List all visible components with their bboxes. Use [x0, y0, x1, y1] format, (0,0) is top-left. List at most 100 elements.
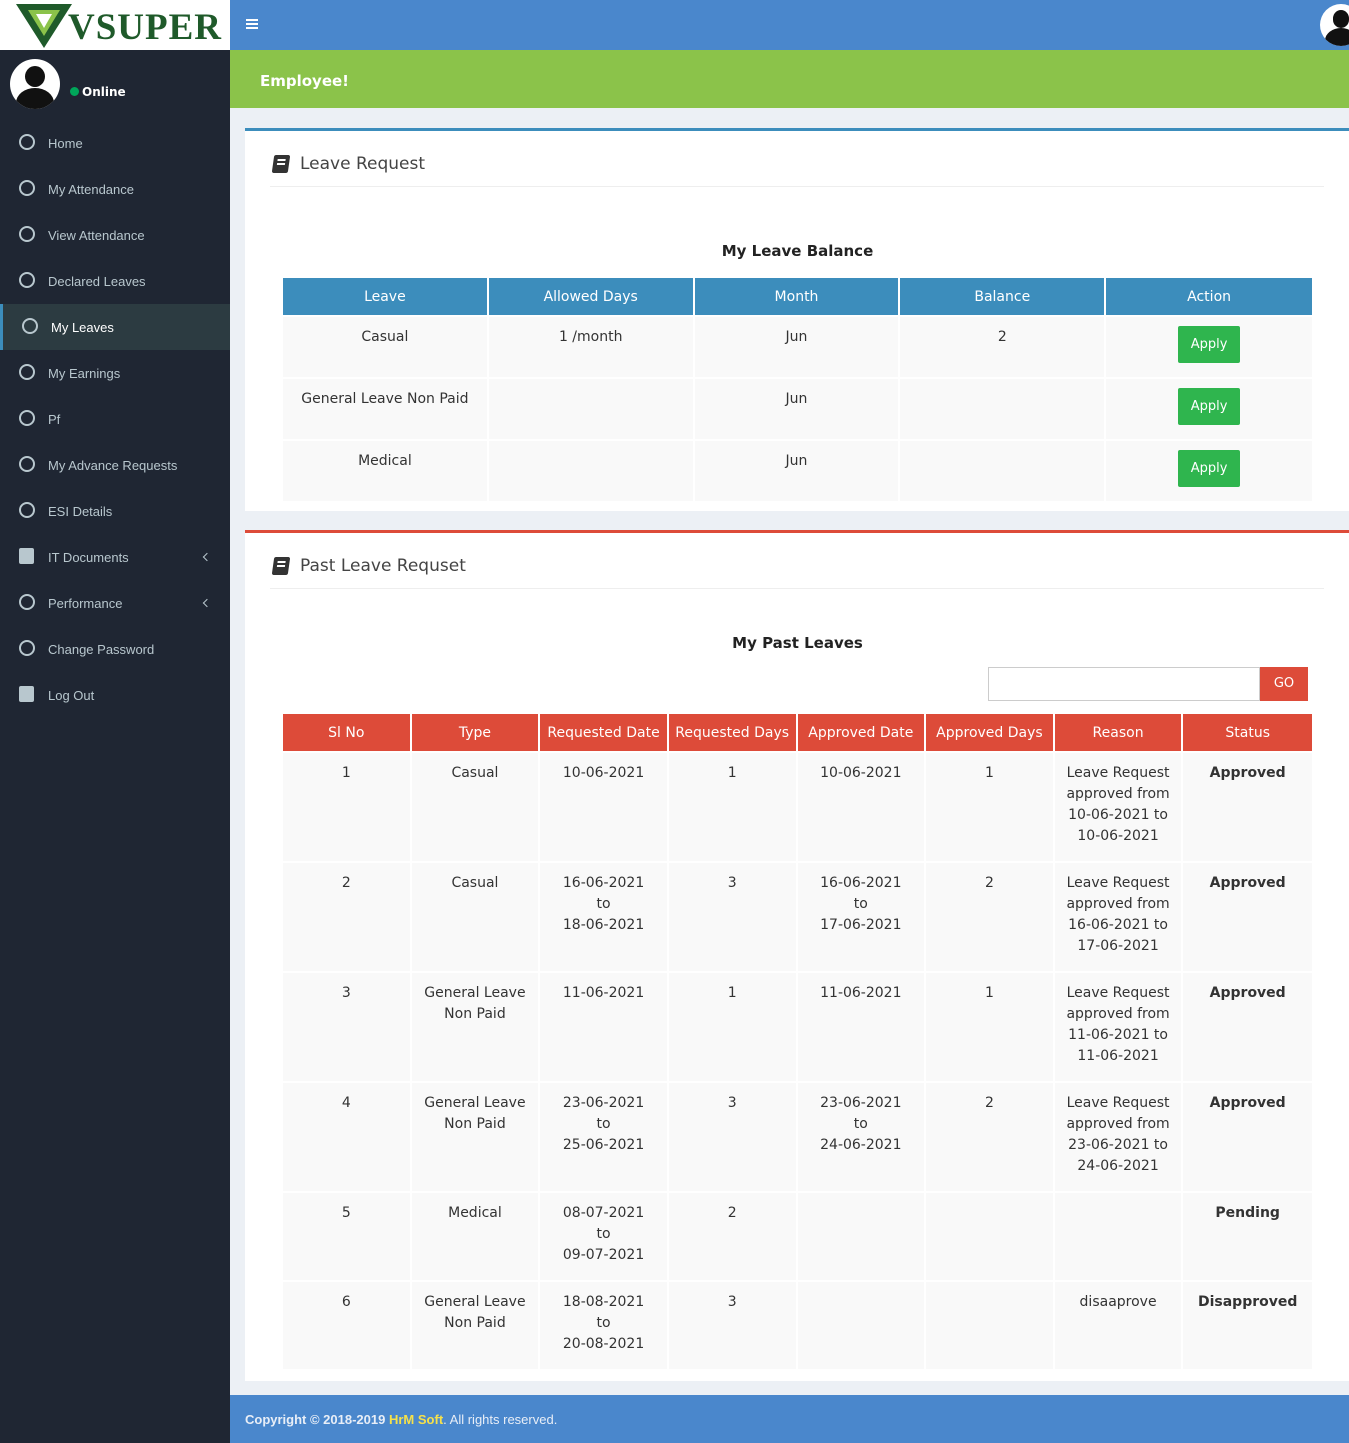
- table-cell: 1 /month: [488, 315, 695, 377]
- table-cell: 2: [900, 315, 1107, 377]
- table-cell: [900, 439, 1107, 501]
- table-cell: Leave Request approved from 11-06-2021 t…: [1054, 971, 1184, 1081]
- menu-label: Change Password: [48, 642, 155, 657]
- table-cell: [488, 439, 695, 501]
- table-cell: General Leave Non Paid: [411, 1280, 541, 1369]
- menu-label: My Earnings: [48, 366, 121, 381]
- table-cell: General Leave Non Paid: [283, 377, 489, 439]
- user-avatar[interactable]: [1320, 4, 1349, 46]
- cell-text: 5: [341, 1205, 351, 1221]
- table-row: General Leave Non Paid Jun Apply: [283, 377, 1312, 439]
- menu-icon: [19, 456, 35, 472]
- cell-text: 2: [727, 1205, 737, 1221]
- apply-button[interactable]: Apply: [1177, 450, 1241, 487]
- menu-toggle[interactable]: [246, 19, 258, 21]
- menu-item[interactable]: Declared Leaves: [0, 258, 230, 304]
- cell-text: Medical: [358, 453, 412, 469]
- menu-item[interactable]: Change Password: [0, 626, 230, 672]
- menu-label: Home: [48, 136, 83, 151]
- cell-text: Leave Request approved from 10-06-2021 t…: [1066, 765, 1170, 844]
- menu-item[interactable]: View Attendance: [0, 212, 230, 258]
- table-cell: 5: [283, 1191, 412, 1280]
- table-cell: Casual: [283, 315, 489, 377]
- menu-item[interactable]: My Earnings: [0, 350, 230, 396]
- menu-item[interactable]: My Leaves: [0, 304, 230, 350]
- table-cell: 3: [668, 861, 798, 971]
- cell-text: Casual: [451, 875, 499, 891]
- table-cell: 23-06-2021 to 25-06-2021: [540, 1081, 669, 1191]
- search-input[interactable]: [988, 667, 1260, 701]
- column-header: Status: [1183, 714, 1312, 751]
- table-row: 4 General Leave Non Paid 23-06-2021 to 25-…: [283, 1081, 1312, 1191]
- column-header: Reason: [1054, 714, 1184, 751]
- table-cell: [488, 377, 695, 439]
- cell-text: 1: [984, 985, 994, 1001]
- table-cell: Jun: [694, 315, 901, 377]
- cell-text: 23-06-2021 to 25-06-2021: [562, 1095, 645, 1153]
- go-button[interactable]: GO: [1260, 667, 1308, 701]
- menu-label: IT Documents: [48, 550, 129, 565]
- cell-text: 10-06-2021: [820, 765, 902, 781]
- menu-icon: [19, 364, 35, 380]
- cell-text: 1: [341, 765, 351, 781]
- cell-text: 3: [727, 1294, 737, 1310]
- menu-item[interactable]: Performance: [0, 580, 230, 626]
- user-status: Online: [70, 85, 126, 99]
- leave-request-box: Leave Request My Leave Balance Leave Allo…: [245, 128, 1349, 511]
- cell-text: Disapproved: [1197, 1294, 1298, 1310]
- cell-text: 18-08-2021 to 20-08-2021: [562, 1294, 645, 1352]
- box-title: Leave Request: [300, 154, 426, 174]
- cell-text: 2: [341, 875, 351, 891]
- book-icon: [271, 155, 291, 173]
- column-header: Leave: [283, 278, 489, 315]
- table-cell: Medical: [283, 439, 489, 501]
- table-cell: 2: [926, 861, 1055, 971]
- cell-text: Casual: [361, 329, 409, 345]
- copyright: Copyright © 2018-2019: [245, 1412, 386, 1427]
- top-bar: [230, 0, 1349, 50]
- cell-text: Approved: [1209, 1095, 1286, 1111]
- rights: . All rights reserved.: [443, 1412, 558, 1427]
- table-cell: Jun: [694, 377, 901, 439]
- menu-label: My Advance Requests: [48, 458, 178, 473]
- table-cell: 18-08-2021 to 20-08-2021: [540, 1280, 669, 1369]
- menu-item[interactable]: Log Out: [0, 672, 230, 718]
- table-cell: 1: [668, 971, 798, 1081]
- cell-text: Approved: [1209, 765, 1286, 781]
- menu-item[interactable]: IT Documents: [0, 534, 230, 580]
- menu-item[interactable]: My Attendance: [0, 166, 230, 212]
- menu-label: Declared Leaves: [48, 274, 146, 289]
- table-cell: Apply: [1106, 377, 1312, 439]
- menu-icon: [19, 272, 35, 288]
- column-header: Allowed Days: [488, 278, 695, 315]
- menu-item[interactable]: My Advance Requests: [0, 442, 230, 488]
- table-cell: 1: [926, 971, 1055, 1081]
- menu-icon: [19, 226, 35, 242]
- logo[interactable]: VSUPER: [0, 0, 230, 50]
- cell-text: 2: [984, 1095, 994, 1111]
- apply-button[interactable]: Apply: [1177, 388, 1241, 425]
- company[interactable]: HrM Soft: [388, 1412, 444, 1427]
- column-header: Action: [1106, 278, 1312, 315]
- cell-text: Pending: [1215, 1205, 1280, 1221]
- header-row: Leave Allowed Days Month Balance Action: [283, 278, 1312, 315]
- table-row: 1 Casual 10-06-2021 1 10-06-2021 1 Leave Reque…: [283, 751, 1312, 861]
- column-header: Requested Date: [540, 714, 669, 751]
- footer: Copyright © 2018-2019 HrM Soft. All righ…: [230, 1395, 1349, 1443]
- menu-label: My Leaves: [51, 320, 114, 335]
- banner: Employee!: [230, 50, 1349, 108]
- menu-icon: [19, 134, 35, 150]
- apply-button[interactable]: Apply: [1177, 326, 1241, 363]
- table-cell: 16-06-2021 to 17-06-2021: [797, 861, 927, 971]
- cell-text: 3: [727, 875, 737, 891]
- menu-icon: [19, 180, 35, 196]
- menu-item[interactable]: ESI Details: [0, 488, 230, 534]
- table-cell: Apply: [1106, 439, 1312, 501]
- menu-item[interactable]: Pf: [0, 396, 230, 442]
- cell-text: 11-06-2021: [820, 985, 902, 1001]
- menu-label: View Attendance: [48, 228, 145, 243]
- cell-text: 1: [984, 765, 994, 781]
- cell-text: Approved: [1209, 985, 1286, 1001]
- menu-item[interactable]: Home: [0, 120, 230, 166]
